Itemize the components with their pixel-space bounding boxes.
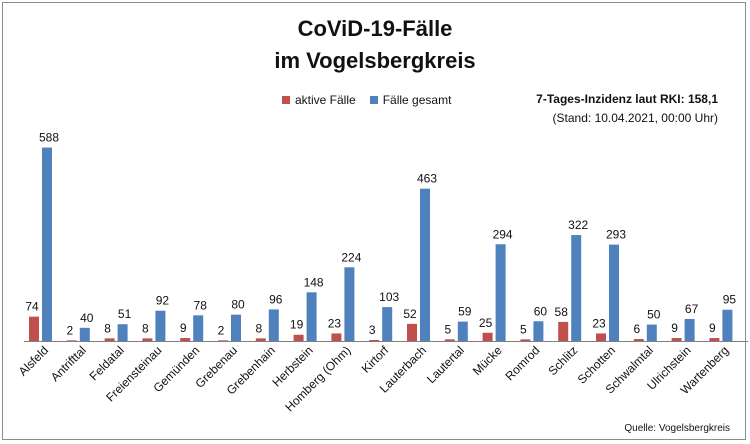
source-label: Quelle: Vogelsbergkreis — [624, 423, 730, 434]
data-label-active: 5 — [520, 322, 527, 336]
legend-swatch-active — [282, 96, 290, 104]
stand-label: (Stand: 10.04.2021, 00:00 Uhr) — [552, 111, 718, 125]
data-label-active: 52 — [403, 307, 417, 321]
legend-item-total: Fälle gesamt — [369, 93, 452, 107]
data-label-total: 51 — [118, 307, 132, 321]
data-label-active: 2 — [218, 323, 225, 337]
bar-active — [633, 339, 644, 341]
data-label-total: 95 — [723, 293, 737, 307]
data-label-total: 463 — [417, 172, 437, 186]
data-label-active: 9 — [180, 321, 187, 335]
bar-total — [231, 314, 241, 341]
data-label-active: 5 — [444, 322, 451, 336]
data-label-active: 8 — [142, 321, 149, 335]
data-label-total: 294 — [493, 227, 513, 241]
bar-active — [520, 339, 531, 341]
data-label-total: 92 — [156, 294, 170, 308]
data-label-active: 6 — [633, 322, 640, 336]
data-label-total: 148 — [304, 275, 324, 289]
data-label-total: 322 — [568, 218, 588, 232]
bar-active — [596, 333, 606, 341]
data-label-active: 9 — [709, 321, 716, 335]
legend-swatch-total — [369, 96, 378, 104]
data-label-total: 59 — [458, 305, 472, 319]
chart-title-line-2: im Vogelsbergkreis — [274, 48, 476, 73]
bar-total — [117, 324, 128, 341]
data-label-total: 50 — [647, 308, 661, 322]
legend-item-active: aktive Fälle — [282, 93, 356, 107]
legend-label-total: Fälle gesamt — [382, 93, 452, 107]
data-label-active: 25 — [479, 316, 493, 330]
chart-frame — [2, 2, 746, 440]
bar-active — [218, 340, 228, 341]
bar-total — [193, 315, 204, 341]
bar-total — [306, 292, 317, 341]
bar-total — [533, 321, 544, 341]
bar-total — [722, 309, 733, 341]
bar-active — [331, 333, 342, 341]
data-label-total: 67 — [685, 302, 699, 316]
category-tick-label: Lautertal — [424, 343, 467, 386]
data-label-total: 40 — [80, 311, 94, 325]
bar-active — [482, 332, 493, 341]
bar-total — [155, 310, 166, 341]
bar-total — [571, 235, 582, 341]
bar-total — [79, 327, 90, 341]
legend-label-active: aktive Fälle — [295, 93, 356, 107]
data-label-total: 60 — [534, 304, 548, 318]
bar-total — [420, 188, 430, 341]
bar-total — [268, 309, 279, 341]
bar-total — [609, 244, 619, 341]
bar-active — [142, 338, 153, 341]
bar-active — [255, 338, 266, 341]
bar-active — [558, 321, 569, 341]
data-label-active: 23 — [328, 316, 342, 330]
data-label-total: 103 — [379, 290, 399, 304]
bar-active — [671, 338, 682, 341]
category-tick-label: Alsfeld — [16, 343, 51, 378]
data-label-active: 9 — [671, 321, 678, 335]
bar-active — [293, 334, 304, 341]
bar-active — [369, 340, 380, 341]
chart-legend: aktive Fälle Fälle gesamt — [282, 93, 465, 107]
data-label-active: 8 — [104, 321, 111, 335]
bar-active — [29, 316, 39, 341]
data-label-active: 3 — [369, 323, 376, 337]
data-label-active: 19 — [290, 318, 304, 332]
data-label-active: 8 — [255, 321, 262, 335]
data-label-total: 588 — [39, 131, 59, 145]
data-label-total: 78 — [194, 298, 208, 312]
incidence-label: 7-Tages-Inzidenz laut RKI: 158,1 — [536, 92, 718, 106]
category-tick-label: Homberg (Ohm) — [282, 343, 353, 414]
chart-title-line-1: CoViD-19-Fälle — [297, 16, 453, 41]
bar-active — [104, 338, 115, 341]
category-tick-label: Kirtorf — [359, 343, 392, 376]
data-label-total: 80 — [231, 298, 245, 312]
data-label-active: 58 — [555, 305, 569, 319]
bar-active — [709, 338, 720, 341]
category-tick-label: Schlitz — [545, 343, 580, 378]
bar-total — [457, 321, 468, 341]
bar-total — [382, 307, 393, 341]
category-tick-label: Mücke — [470, 343, 505, 378]
bar-total — [495, 244, 506, 341]
data-label-active: 74 — [25, 300, 39, 314]
bar-total — [646, 324, 657, 341]
bar-total — [344, 267, 355, 341]
bar-active — [444, 339, 455, 341]
category-tick-label: Romrod — [502, 343, 542, 383]
data-label-total: 293 — [606, 228, 626, 242]
data-label-total: 224 — [341, 250, 361, 264]
data-label-total: 96 — [269, 292, 283, 306]
bar-active — [407, 323, 417, 341]
bar-total — [684, 318, 695, 341]
bar-active — [180, 338, 191, 341]
data-label-active: 23 — [592, 316, 606, 330]
bar-total — [42, 147, 52, 341]
data-label-active: 2 — [66, 323, 73, 337]
bar-active — [66, 340, 77, 341]
category-tick-label: Antrifttal — [48, 343, 89, 384]
